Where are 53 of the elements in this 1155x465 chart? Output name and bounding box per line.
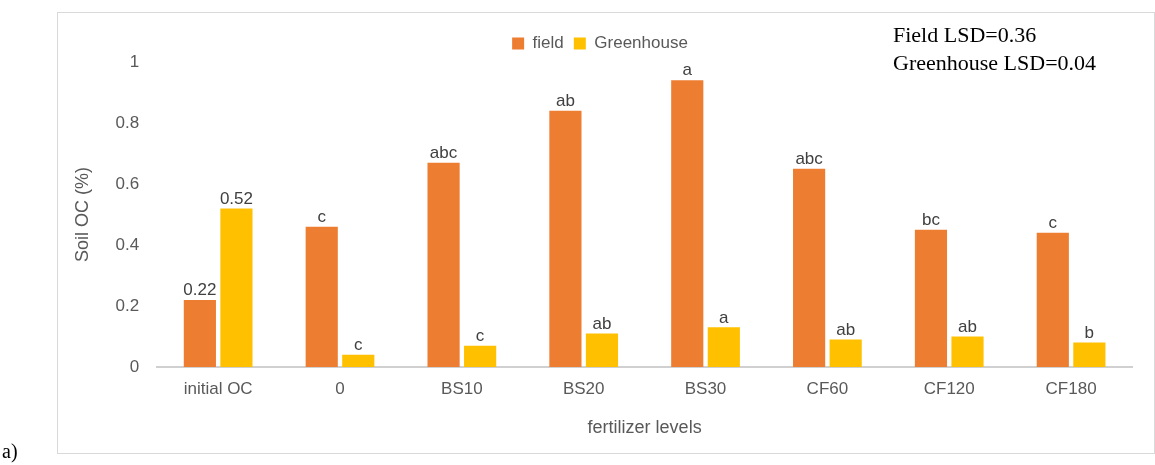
y-tick-label: 1 — [129, 51, 140, 71]
bar — [220, 208, 253, 367]
data-label: abc — [429, 142, 458, 162]
data-label: 0.22 — [183, 280, 217, 300]
x-tick-label: BS10 — [441, 378, 483, 398]
x-tick-label: BS20 — [562, 378, 605, 398]
legend-label: field — [532, 33, 564, 53]
annotation: Greenhouse LSD=0.04 — [893, 49, 1097, 77]
data-label: a — [719, 307, 730, 327]
bar — [342, 354, 375, 367]
bar — [585, 333, 619, 367]
data-label: a — [682, 60, 693, 80]
text: a) — [2, 440, 18, 463]
y-axis-title: Soil OC (%) — [71, 166, 92, 263]
text: Field LSD=0.36 — [893, 21, 1038, 49]
bar — [951, 336, 984, 367]
x-tick-label: BS30 — [684, 378, 727, 398]
bar — [707, 327, 740, 367]
y-tick-label: 0.2 — [115, 295, 140, 315]
x-tick-label: CF180 — [1045, 378, 1097, 398]
bar — [464, 345, 497, 367]
bar — [1073, 342, 1106, 367]
x-axis-title: fertilizer levels — [587, 417, 702, 438]
y-tick-label: 0 — [129, 356, 140, 376]
data-label: ab — [958, 316, 977, 336]
bar — [549, 110, 582, 367]
data-label: b — [1084, 322, 1095, 342]
x-tick-label: CF120 — [923, 378, 975, 398]
bar — [914, 229, 948, 367]
data-label: c — [317, 206, 327, 226]
y-tick-label: 0.6 — [115, 173, 140, 193]
data-label: bc — [921, 209, 941, 229]
bar — [1036, 232, 1069, 367]
bar — [427, 162, 460, 367]
legend-label: Greenhouse — [594, 33, 688, 53]
data-label: ab — [592, 313, 612, 333]
data-label: ab — [555, 90, 575, 110]
bar — [829, 339, 862, 367]
data-label: 0.52 — [219, 188, 253, 208]
y-tick-label: 0.4 — [115, 234, 140, 254]
data-label: ab — [836, 319, 856, 339]
bar — [671, 80, 704, 367]
x-tick-label: initial OC — [183, 378, 253, 398]
x-tick-label: CF60 — [806, 378, 849, 398]
bar — [793, 168, 826, 367]
data-label: c — [475, 325, 485, 345]
bar — [305, 226, 338, 367]
data-label: c — [354, 334, 364, 354]
y-tick-label: 0.8 — [115, 112, 140, 132]
x-tick-label: 0 — [335, 378, 345, 398]
data-label: abc — [795, 148, 824, 168]
data-label: c — [1048, 212, 1058, 232]
bar — [183, 299, 216, 367]
